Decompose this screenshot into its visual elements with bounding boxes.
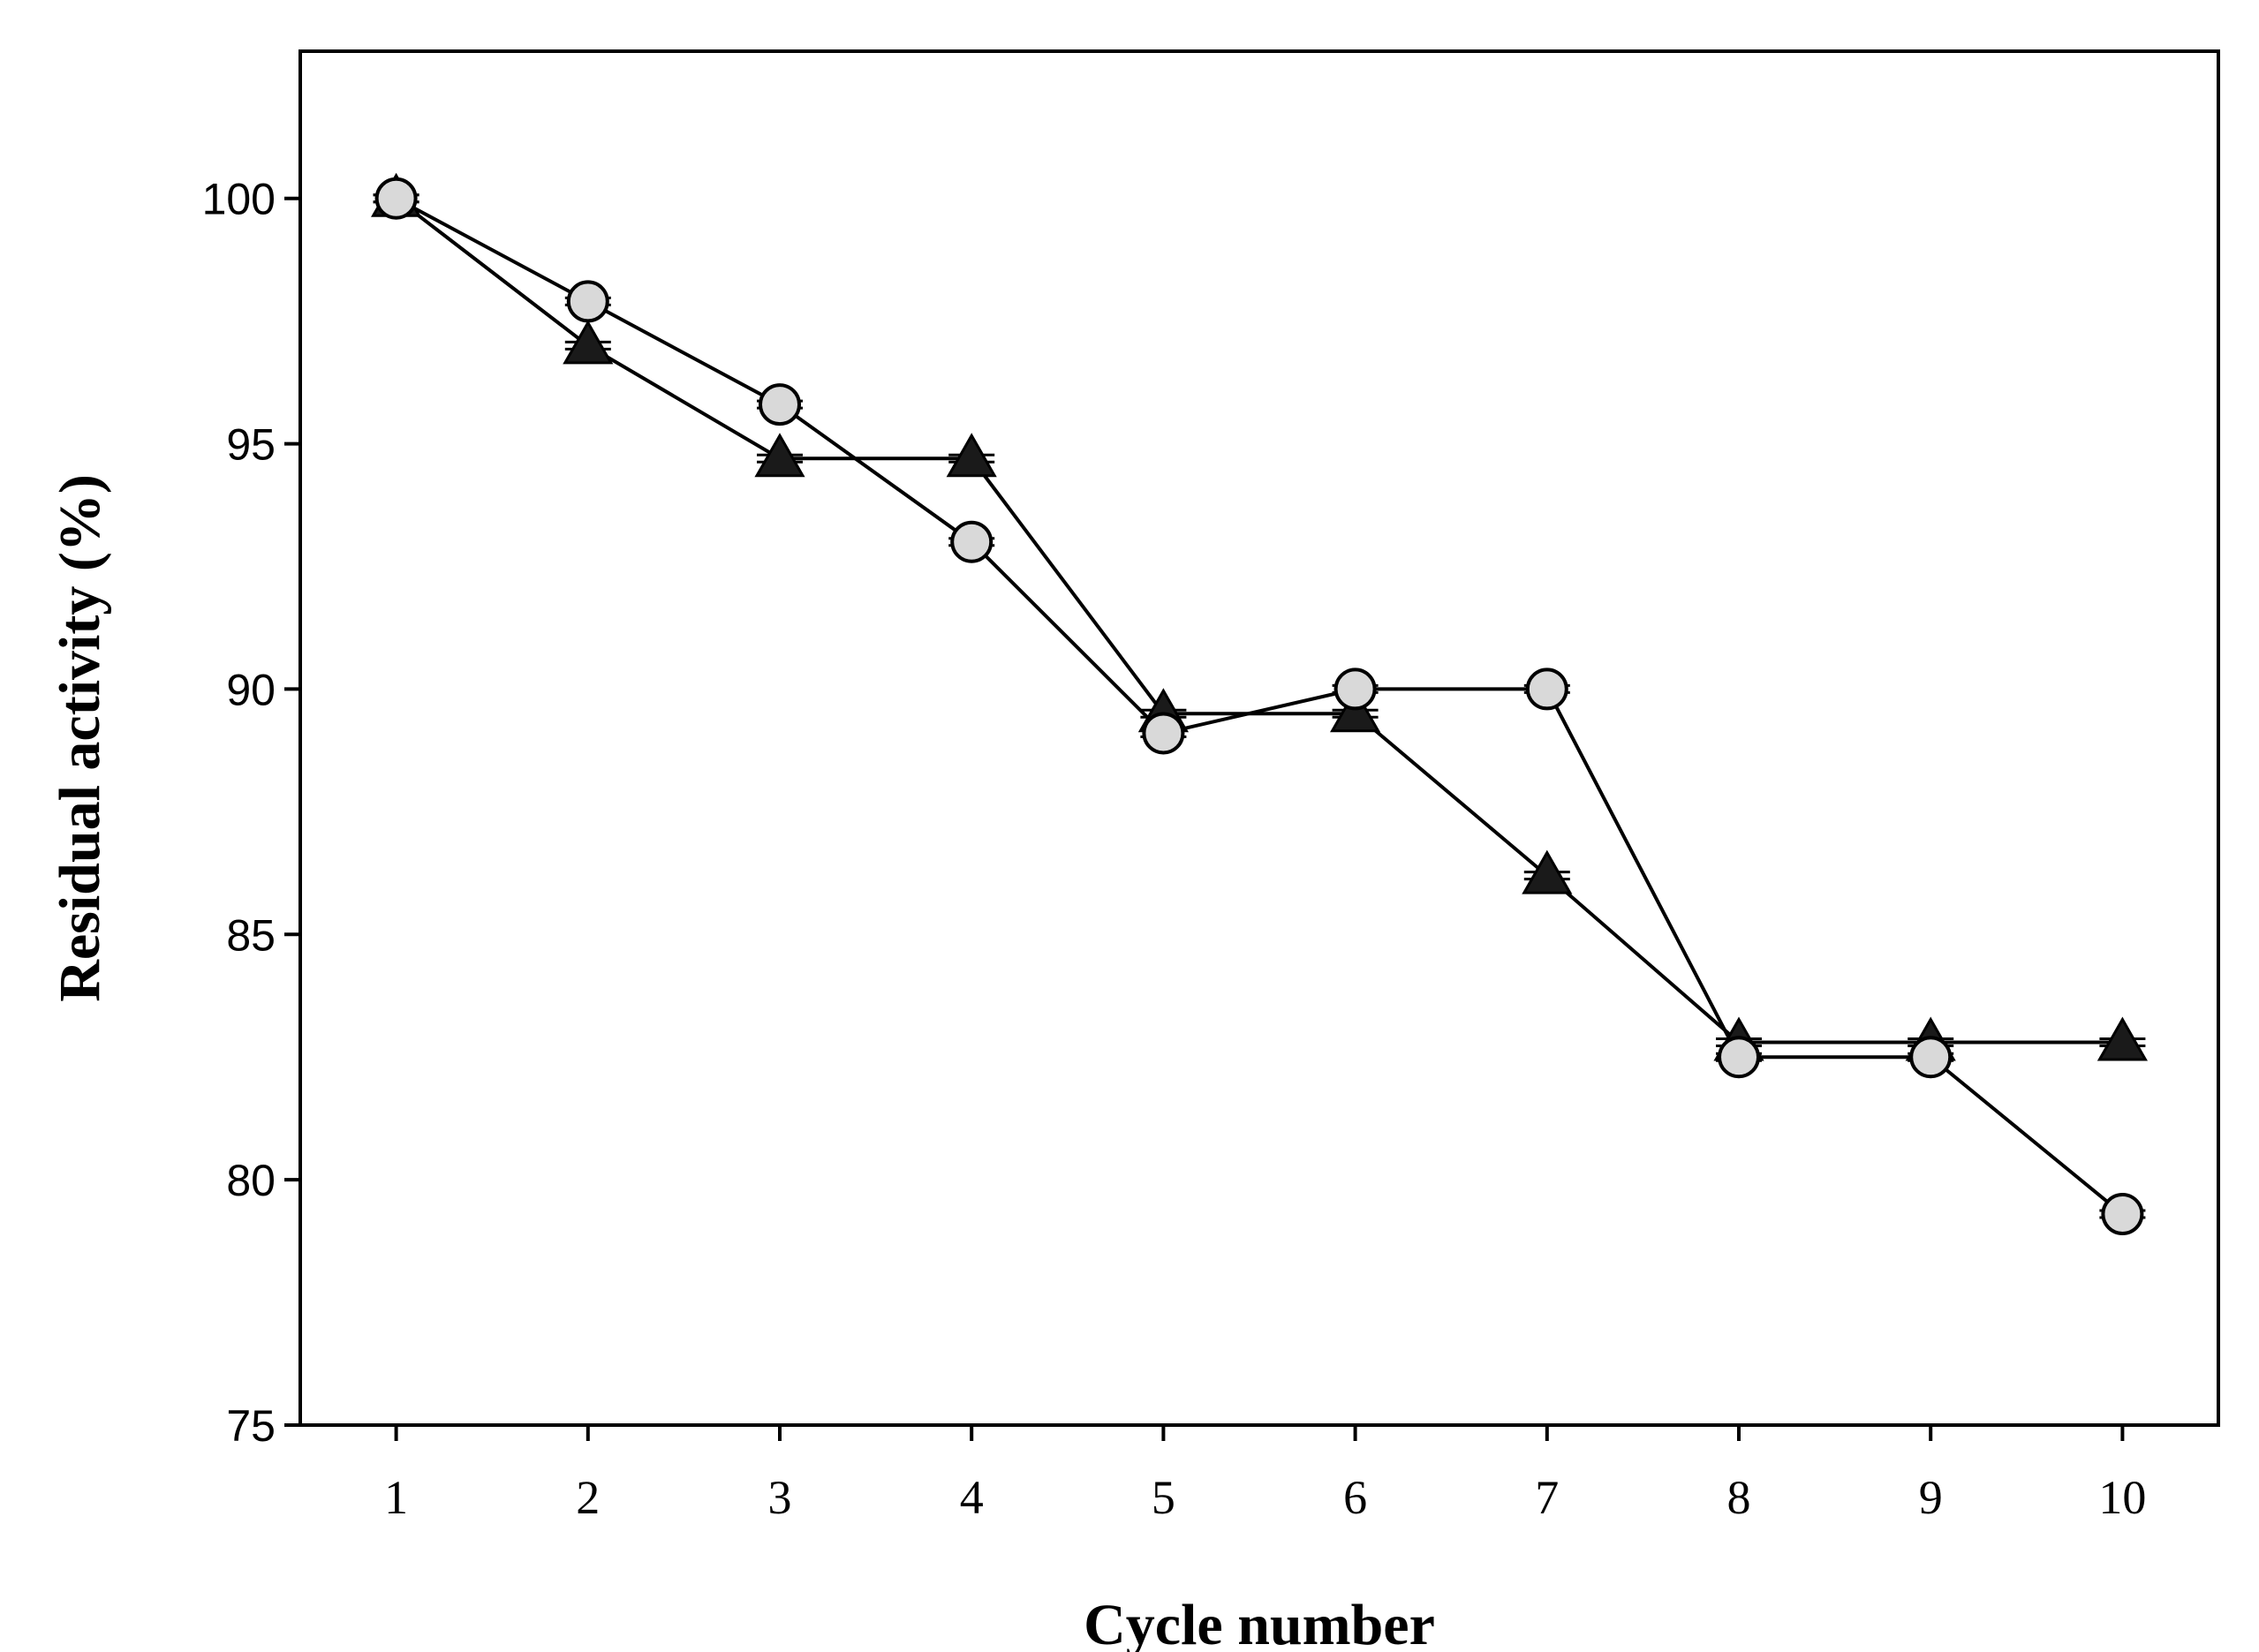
- y-tick-label: 80: [226, 1156, 276, 1205]
- data-point-circle: [1908, 1036, 1954, 1079]
- data-point-circle: [948, 520, 995, 563]
- x-axis: 1 2 3 4 5 6 7 8 9 10: [384, 1425, 2146, 1524]
- triangle-marker: [1330, 688, 1381, 733]
- series-line-circle: [395, 196, 2124, 1216]
- x-tick-label: 8: [1727, 1471, 1751, 1524]
- triangle-marker: [1522, 849, 1573, 894]
- data-point-circle: [1716, 1036, 1762, 1079]
- data-point-triangle: [563, 320, 614, 365]
- x-tick-label: 10: [2098, 1471, 2146, 1524]
- x-tick-label: 1: [384, 1471, 408, 1524]
- triangle-marker: [563, 320, 614, 365]
- series-line-triangle: [395, 197, 2123, 1045]
- circle-marker: [950, 520, 994, 563]
- x-tick-label: 4: [960, 1471, 984, 1524]
- data-point-circle: [1332, 668, 1379, 711]
- x-axis-title: Cycle number: [1084, 1593, 1435, 1652]
- x-tick-label: 3: [768, 1471, 792, 1524]
- y-tick-label: 100: [202, 175, 276, 224]
- y-axis: 75 80 85 90 95 100: [202, 175, 300, 1451]
- y-tick-label: 85: [226, 910, 276, 960]
- data-point-triangle: [2097, 1016, 2148, 1061]
- x-tick-label: 2: [576, 1471, 600, 1524]
- y-axis-title: Residual activity (%): [48, 474, 112, 1002]
- circle-marker: [566, 280, 609, 323]
- circle-marker: [759, 383, 801, 426]
- circle-marker: [374, 177, 418, 220]
- series-layer: [371, 172, 2148, 1236]
- triangle-marker: [946, 433, 997, 478]
- circle-marker: [2101, 1193, 2144, 1236]
- data-point-circle: [373, 177, 419, 220]
- x-tick-label: 5: [1152, 1471, 1175, 1524]
- x-tick-label: 6: [1343, 1471, 1367, 1524]
- data-point-circle: [564, 280, 611, 323]
- x-tick-label: 7: [1535, 1471, 1559, 1524]
- data-point-circle: [757, 383, 803, 426]
- triangle-marker: [754, 433, 805, 478]
- y-tick-label: 90: [226, 665, 276, 714]
- plot-frame: [298, 49, 2220, 1427]
- y-tick-label: 75: [226, 1401, 276, 1451]
- data-point-circle: [1140, 712, 1187, 755]
- circle-marker: [1718, 1036, 1760, 1079]
- data-point-triangle: [754, 433, 805, 478]
- triangle-marker: [2097, 1016, 2148, 1061]
- y-tick-label: 95: [226, 420, 276, 470]
- circle-marker: [1333, 668, 1377, 711]
- x-tick-label: 9: [1919, 1471, 1943, 1524]
- data-point-circle: [1523, 668, 1570, 711]
- circle-marker: [1909, 1036, 1953, 1079]
- circle-marker: [1525, 668, 1568, 711]
- data-point-circle: [2099, 1193, 2146, 1236]
- data-point-triangle: [1522, 849, 1573, 894]
- circle-marker: [1142, 712, 1185, 755]
- data-point-triangle: [946, 433, 997, 478]
